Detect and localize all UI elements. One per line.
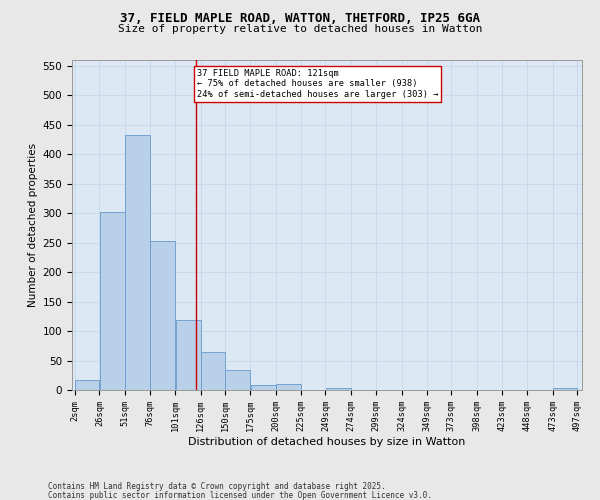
Y-axis label: Number of detached properties: Number of detached properties [28,143,38,307]
Bar [276,384,301,390]
Text: 37, FIELD MAPLE ROAD, WATTON, THETFORD, IP25 6GA: 37, FIELD MAPLE ROAD, WATTON, THETFORD, … [120,12,480,26]
Bar [75,380,99,390]
X-axis label: Distribution of detached houses by size in Watton: Distribution of detached houses by size … [188,437,466,447]
Bar [326,388,350,390]
Bar [201,352,225,390]
Bar [150,241,175,390]
Bar [100,212,125,390]
Bar [176,320,200,390]
Bar [125,136,150,390]
Bar [225,370,250,390]
Text: Contains public sector information licensed under the Open Government Licence v3: Contains public sector information licen… [48,490,432,500]
Text: Size of property relative to detached houses in Watton: Size of property relative to detached ho… [118,24,482,34]
Bar [251,384,275,390]
Bar [553,388,577,390]
Text: Contains HM Land Registry data © Crown copyright and database right 2025.: Contains HM Land Registry data © Crown c… [48,482,386,491]
Text: 37 FIELD MAPLE ROAD: 121sqm
← 75% of detached houses are smaller (938)
24% of se: 37 FIELD MAPLE ROAD: 121sqm ← 75% of det… [197,69,438,98]
